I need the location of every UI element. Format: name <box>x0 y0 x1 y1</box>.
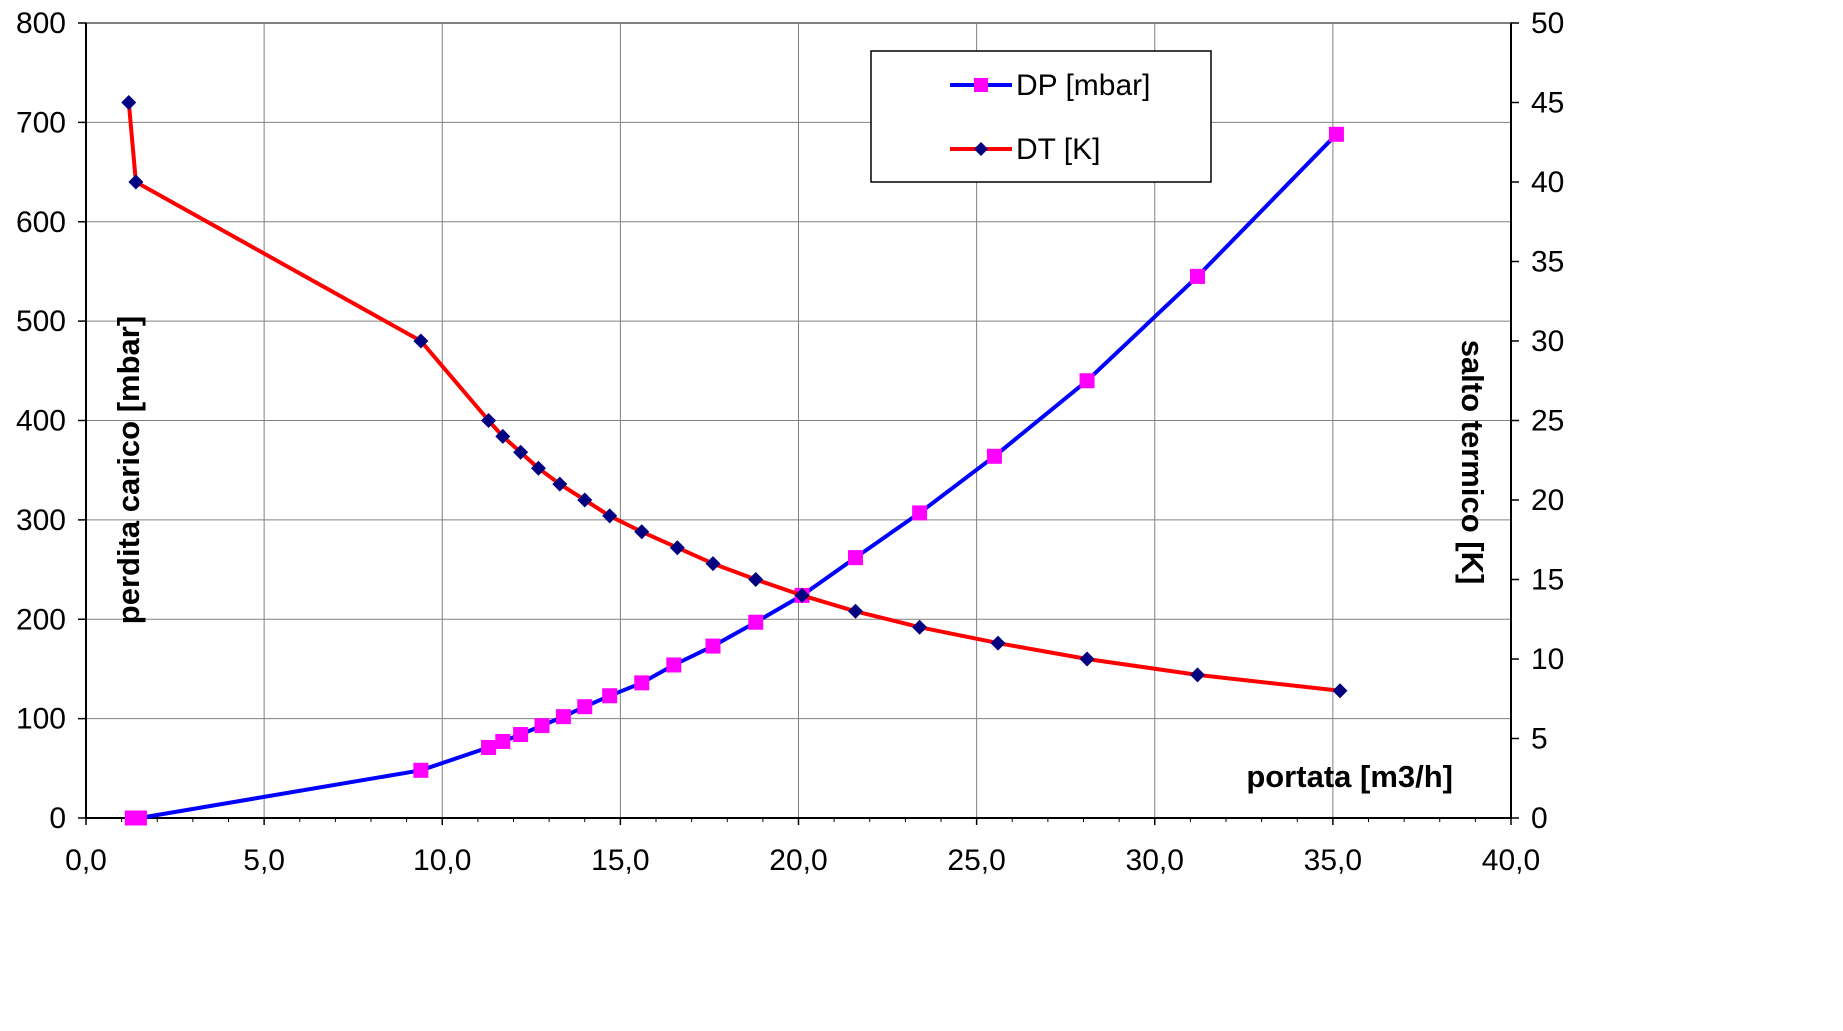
series-dt-point <box>1190 667 1205 683</box>
axes: 0,0 5,0 10,0 15,0 20,0 25,0 30,0 35,0 40,0010020… <box>16 7 1564 877</box>
series-dt-point <box>128 174 144 190</box>
series-dt-point <box>748 572 764 587</box>
y2-tick-label: 5 <box>1531 723 1548 756</box>
series-dt-point <box>121 95 137 110</box>
series-dp-point <box>1328 126 1344 142</box>
series-dt-point <box>1079 651 1095 667</box>
series-dp-point <box>705 638 721 654</box>
series-dt-point <box>705 556 721 572</box>
series-dp-point <box>848 550 863 566</box>
series-dp-point <box>602 688 618 704</box>
series-dp-point <box>666 657 682 673</box>
series-dt-point <box>602 508 618 524</box>
series-dt-point <box>794 587 810 603</box>
x-tick-label: 35,0 <box>1304 844 1362 877</box>
y2-axis-title: salto termico [K] <box>1455 340 1490 585</box>
series-dp-point <box>748 614 764 630</box>
legend-dt-label: DT [K] <box>1016 133 1100 166</box>
series-dp-point <box>513 727 529 743</box>
legend-dp-marker <box>974 78 988 92</box>
series-dt-line <box>126 102 1341 693</box>
y2-tick-label: 45 <box>1531 87 1564 120</box>
x-tick-label: 15,0 <box>591 844 649 877</box>
series-dp-point <box>495 733 511 749</box>
series-dt-point <box>481 413 497 428</box>
y-tick-label: 400 <box>16 405 66 438</box>
y2-tick-label: 40 <box>1531 166 1564 199</box>
x-tick-label: 40,0 <box>1482 844 1540 877</box>
series-dp-point <box>534 718 550 734</box>
series-dt-point <box>1332 683 1348 699</box>
series-dt-point <box>513 444 529 460</box>
x-tick-label: 25,0 <box>947 844 1005 877</box>
x-tick-label: 5,0 <box>243 844 285 877</box>
series-dt-point <box>495 428 511 444</box>
y2-tick-label: 10 <box>1531 643 1564 676</box>
y2-tick-label: 30 <box>1531 325 1564 358</box>
series-dp-line <box>132 132 1338 820</box>
y-tick-label: 600 <box>16 206 66 239</box>
x-tick-label: 30,0 <box>1126 844 1184 877</box>
series-dp-point <box>577 699 593 715</box>
y-tick-label: 0 <box>49 802 66 835</box>
y2-tick-label: 0 <box>1531 802 1548 835</box>
grid <box>86 23 1511 818</box>
y2-tick-label: 50 <box>1531 7 1564 40</box>
y-tick-label: 200 <box>16 603 66 636</box>
legend-dt-marker <box>974 142 988 156</box>
series-dt-point <box>552 476 568 492</box>
series-dp-point <box>413 762 429 778</box>
series-dp-point <box>555 709 571 725</box>
series-dp-point <box>481 739 497 755</box>
series-dt-point <box>577 492 593 508</box>
x-axis-title: portata [m3/h] <box>1246 759 1453 794</box>
y2-tick-label: 35 <box>1531 246 1564 279</box>
series-dp-point <box>634 675 650 691</box>
series-dp-point <box>1079 373 1095 389</box>
y2-tick-label: 20 <box>1531 484 1564 517</box>
legend-box <box>870 50 1212 183</box>
x-tick-label: 0,0 <box>65 844 107 877</box>
y-axis-title: perdita carico [mbar] <box>111 316 146 624</box>
x-tick-label: 10,0 <box>413 844 471 877</box>
legend: DP [mbar] DT [K] <box>870 50 1212 183</box>
y-tick-label: 300 <box>16 504 66 537</box>
series-dp-point <box>986 448 1002 464</box>
series-dt-point <box>413 333 429 349</box>
x-tick-label: 20,0 <box>769 844 827 877</box>
y2-tick-label: 15 <box>1531 564 1564 597</box>
series-dt-point <box>912 619 928 635</box>
series-dp-point <box>912 505 928 521</box>
y-tick-label: 500 <box>16 305 66 338</box>
y-tick-label: 100 <box>16 703 66 736</box>
series-dp-point <box>1190 268 1205 284</box>
legend-dp-label: DP [mbar] <box>1016 69 1151 102</box>
series-dt-point <box>634 524 650 540</box>
series-dt-point <box>530 460 546 476</box>
series-dp-point <box>131 810 147 826</box>
y-tick-label: 700 <box>16 106 66 139</box>
y2-tick-label: 25 <box>1531 405 1564 438</box>
series-layer <box>121 95 1348 826</box>
series-dt-point <box>848 603 863 619</box>
series-dt-point <box>990 635 1006 651</box>
y-tick-label: 800 <box>16 7 66 40</box>
series-dt-point <box>669 540 685 556</box>
